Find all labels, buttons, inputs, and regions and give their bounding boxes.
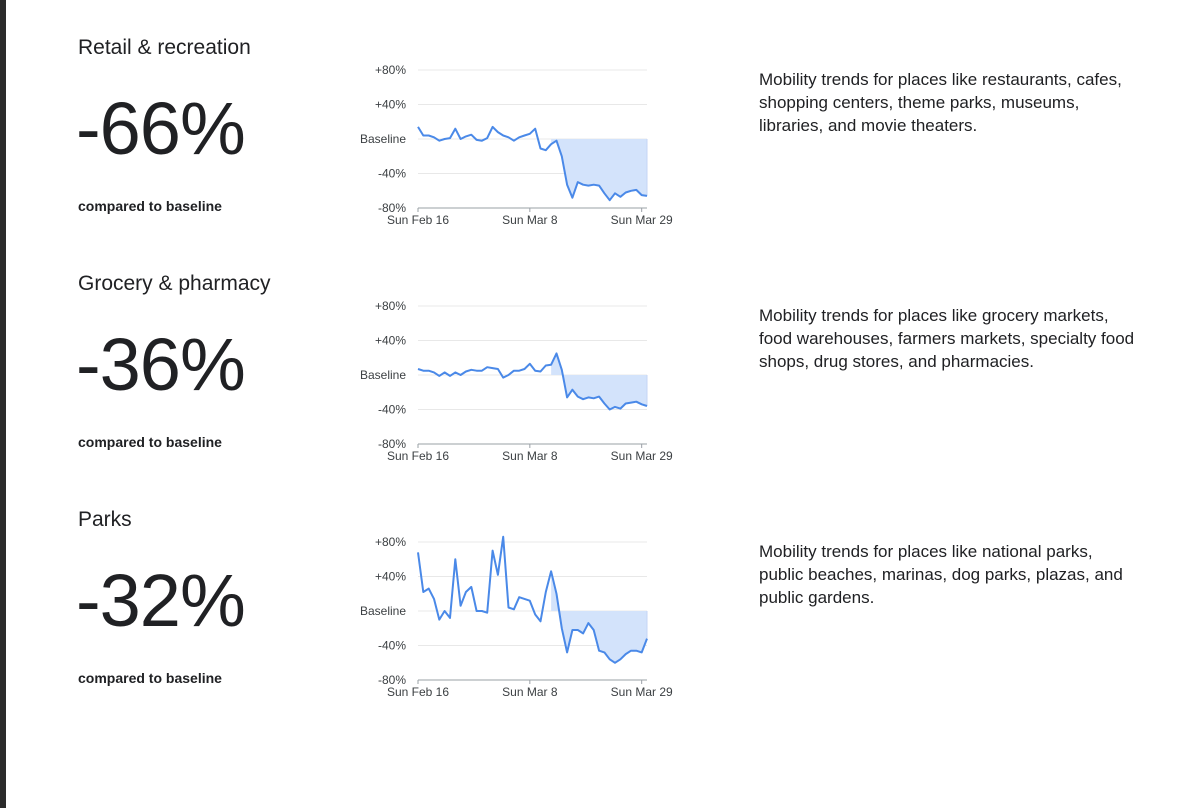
trend-chart: +80% +40% Baseline -40% -80%Sun Feb 16 Sun Ma… bbox=[360, 535, 673, 699]
compared-label: compared to baseline bbox=[78, 434, 222, 450]
category-title: Grocery & pharmacy bbox=[78, 272, 271, 295]
x-tick-label: Sun Mar 8 bbox=[502, 685, 558, 699]
y-tick-label: +40% bbox=[375, 98, 406, 112]
x-tick-label: Sun Feb 16 bbox=[387, 449, 449, 463]
y-tick-label: +80% bbox=[375, 535, 406, 549]
y-tick-label: -40% bbox=[378, 639, 406, 653]
percent-change: -32% bbox=[76, 559, 246, 642]
x-tick-label: Sun Mar 8 bbox=[502, 213, 558, 227]
x-tick-label: Sun Mar 29 bbox=[611, 213, 673, 227]
shaded-area bbox=[551, 353, 647, 410]
category-description: Mobility trends for places like national… bbox=[759, 542, 1123, 607]
y-tick-label: -80% bbox=[378, 673, 406, 687]
shaded-area bbox=[551, 139, 647, 201]
y-tick-label: Baseline bbox=[360, 604, 406, 618]
y-tick-label: -80% bbox=[378, 437, 406, 451]
x-tick-label: Sun Mar 8 bbox=[502, 449, 558, 463]
x-tick-label: Sun Feb 16 bbox=[387, 685, 449, 699]
category-title: Retail & recreation bbox=[78, 36, 251, 59]
x-tick-label: Sun Mar 29 bbox=[611, 449, 673, 463]
compared-label: compared to baseline bbox=[78, 670, 222, 686]
category-description: Mobility trends for places like restaura… bbox=[759, 70, 1122, 135]
category-title: Parks bbox=[78, 508, 132, 531]
y-tick-label: -40% bbox=[378, 167, 406, 181]
series-line bbox=[417, 352, 648, 411]
section-retail: Retail & recreation -66% compared to bas… bbox=[0, 0, 1200, 236]
section-grocery: Grocery & pharmacy -36% compared to base… bbox=[0, 236, 1200, 472]
x-tick-label: Sun Feb 16 bbox=[387, 213, 449, 227]
y-tick-label: +40% bbox=[375, 334, 406, 348]
y-tick-label: -80% bbox=[378, 201, 406, 215]
window-edge bbox=[0, 0, 6, 808]
y-tick-label: -40% bbox=[378, 403, 406, 417]
trend-chart: +80% +40% Baseline -40% -80%Sun Feb 16 Sun Ma… bbox=[360, 63, 673, 227]
percent-change: -66% bbox=[76, 87, 246, 170]
y-tick-label: +80% bbox=[375, 63, 406, 77]
x-tick-label: Sun Mar 29 bbox=[611, 685, 673, 699]
shaded-area bbox=[551, 571, 647, 663]
y-tick-label: Baseline bbox=[360, 368, 406, 382]
series-line bbox=[417, 535, 648, 664]
trend-chart: +80% +40% Baseline -40% -80%Sun Feb 16 Sun Ma… bbox=[360, 299, 673, 463]
y-tick-label: Baseline bbox=[360, 132, 406, 146]
section-parks: Parks -32% compared to baseline +80% +40%… bbox=[0, 472, 1200, 708]
category-description: Mobility trends for places like grocery … bbox=[759, 306, 1135, 371]
y-tick-label: +80% bbox=[375, 299, 406, 313]
percent-change: -36% bbox=[76, 323, 246, 406]
compared-label: compared to baseline bbox=[78, 198, 222, 214]
series-line bbox=[417, 125, 648, 202]
y-tick-label: +40% bbox=[375, 570, 406, 584]
